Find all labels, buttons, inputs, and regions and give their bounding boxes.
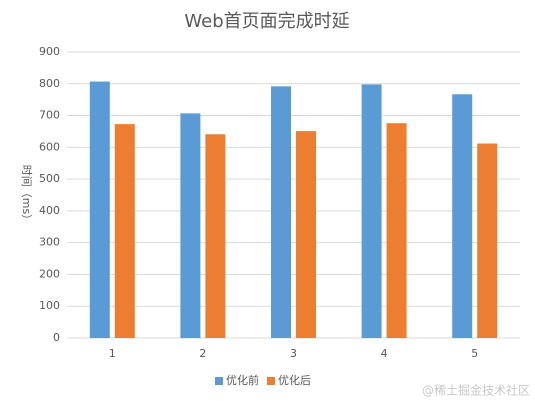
x-tick-label: 1 <box>109 347 116 360</box>
bar <box>180 113 201 338</box>
watermark: @稀土掘金技术社区 <box>422 383 530 398</box>
y-tick-label: 200 <box>39 267 60 280</box>
bar <box>296 131 316 338</box>
bar <box>361 84 382 338</box>
bar <box>386 123 407 338</box>
bar <box>89 81 110 338</box>
x-tick-label: 3 <box>290 347 297 360</box>
y-tick-label: 0 <box>53 331 60 344</box>
legend-swatch <box>215 377 223 385</box>
y-tick-label: 700 <box>39 109 60 122</box>
y-tick-label: 100 <box>39 299 60 312</box>
chart-title: Web首页面完成时延 <box>184 11 349 32</box>
bar <box>452 94 473 339</box>
y-tick-label: 300 <box>39 236 60 249</box>
x-tick-label: 4 <box>381 347 388 360</box>
y-tick-label: 400 <box>39 204 60 217</box>
bar <box>477 143 498 338</box>
x-tick-label: 5 <box>471 347 478 360</box>
y-tick-label: 800 <box>39 77 60 90</box>
x-tick-label: 2 <box>199 347 206 360</box>
y-tick-label: 900 <box>39 45 60 58</box>
y-axis-label: 时间（ms） <box>20 165 33 225</box>
legend-swatch <box>267 377 275 385</box>
legend-label: 优化后 <box>278 373 311 387</box>
bar <box>114 124 135 338</box>
y-tick-label: 600 <box>39 140 60 153</box>
bar <box>271 86 291 338</box>
bar <box>205 134 226 338</box>
legend-label: 优化前 <box>226 373 259 387</box>
y-tick-label: 500 <box>39 172 60 185</box>
